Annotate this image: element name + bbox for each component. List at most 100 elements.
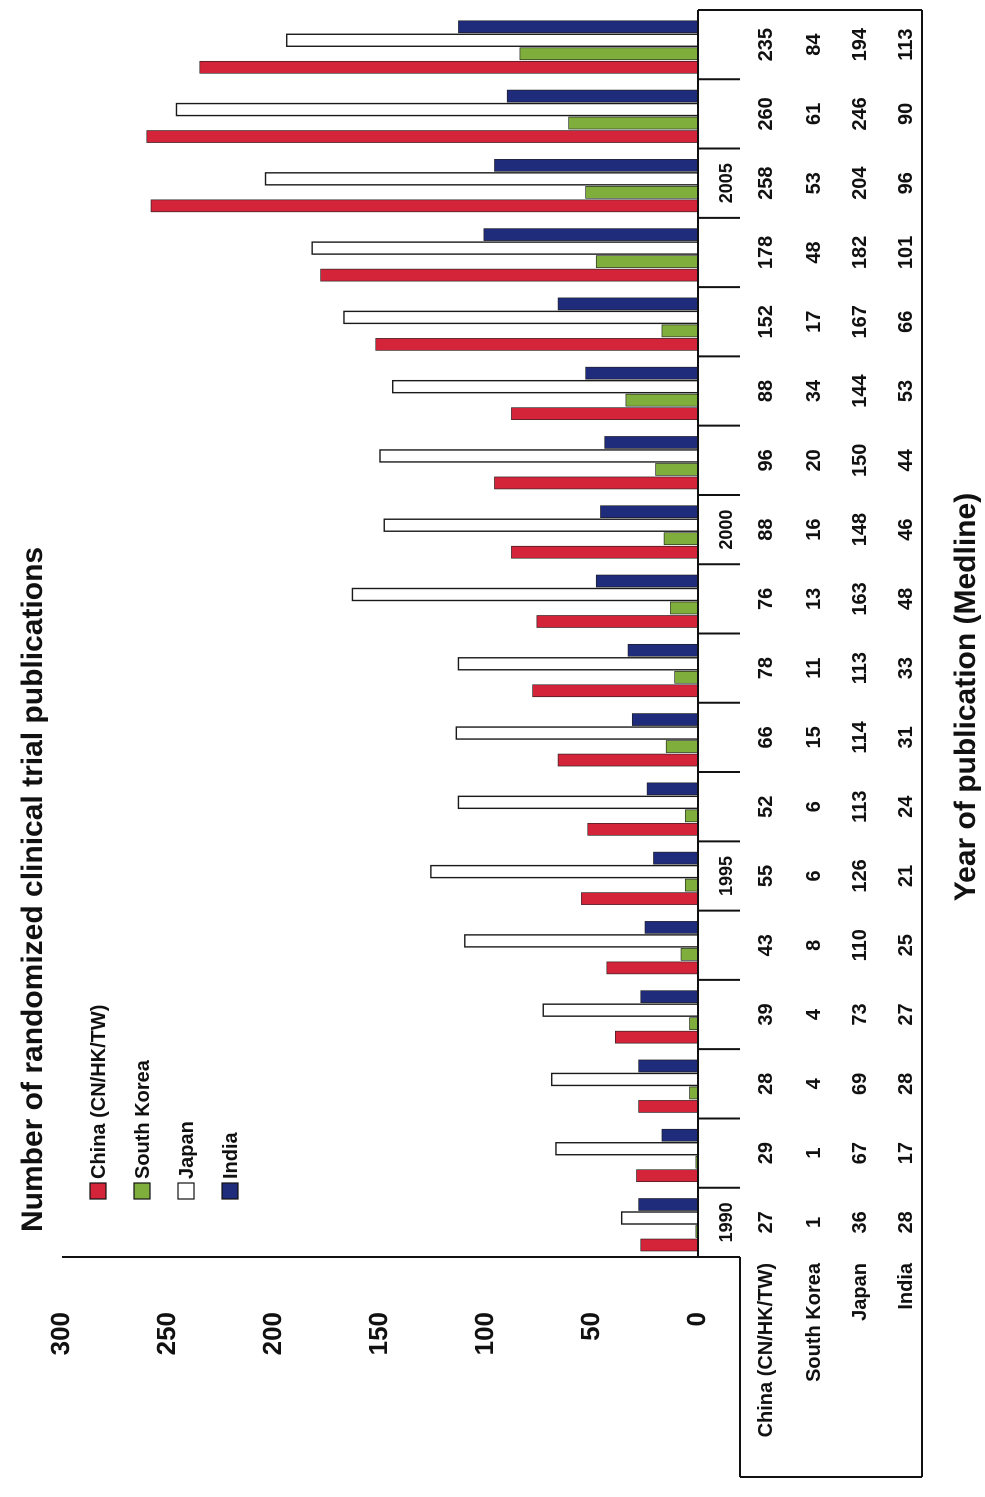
table-cell: 1 xyxy=(803,1217,825,1228)
bar-china-cn-hk-tw--1999 xyxy=(536,615,699,628)
table-cell: 11 xyxy=(803,658,825,679)
y-tick-label: 300 xyxy=(45,1312,75,1355)
bar-india-1995 xyxy=(653,851,699,865)
bar-india-1996 xyxy=(646,782,699,796)
legend-label: China (CN/HK/TW) xyxy=(88,1005,110,1179)
table-cell: 24 xyxy=(895,795,917,818)
bar-south-korea-1997 xyxy=(665,740,699,753)
table-cell: 152 xyxy=(755,305,777,338)
table-cell: 53 xyxy=(803,172,825,194)
table-cell: 34 xyxy=(803,379,825,402)
table-cell: 6 xyxy=(803,870,825,881)
year-label: 1995 xyxy=(716,856,736,896)
bar-japan-2005 xyxy=(264,172,699,186)
bar-japan-2004 xyxy=(311,241,699,255)
table-cell: 25 xyxy=(895,934,917,956)
table-cell: 6 xyxy=(803,801,825,812)
bar-japan-1995 xyxy=(430,864,699,879)
table-cell: 66 xyxy=(755,726,777,748)
legend-label: India xyxy=(220,1131,242,1179)
bar-japan-1996 xyxy=(457,795,699,810)
table-cell: 4 xyxy=(803,1008,825,1020)
y-tick-label: 100 xyxy=(469,1312,499,1355)
table-row-label: South Korea xyxy=(803,1262,825,1382)
bar-japan-1990 xyxy=(620,1211,699,1225)
legend-swatch xyxy=(177,1182,195,1200)
bar-china-cn-hk-tw--1993 xyxy=(615,1030,699,1044)
bar-south-korea-2002 xyxy=(625,393,699,407)
table-cell: 144 xyxy=(849,373,871,407)
bar-japan-1997 xyxy=(455,726,699,740)
table-cell: 43 xyxy=(755,934,777,956)
bar-japan-2000 xyxy=(383,518,699,532)
bar-south-korea-2000 xyxy=(663,532,699,546)
bar-india-1994 xyxy=(644,921,699,934)
bar-china-cn-hk-tw--1995 xyxy=(581,892,699,905)
y-tick-label: 150 xyxy=(363,1312,393,1355)
table-cell: 39 xyxy=(755,1003,777,1025)
table-cell: 48 xyxy=(895,588,917,610)
table-cell: 258 xyxy=(755,167,777,200)
bar-south-korea-1999 xyxy=(670,601,699,615)
bar-south-korea-1996 xyxy=(684,809,699,823)
bar-india-2005 xyxy=(494,159,699,172)
table-cell: 78 xyxy=(755,657,777,679)
bar-india-1999 xyxy=(595,574,699,588)
table-cell: 1 xyxy=(803,1148,825,1159)
x-axis-title: Year of publication (Medline) xyxy=(949,493,982,901)
bar-india-2006 xyxy=(506,89,699,103)
bar-south-korea-1995 xyxy=(684,878,699,892)
y-tick-label: 50 xyxy=(575,1312,605,1341)
bar-china-cn-hk-tw--1991 xyxy=(636,1169,699,1183)
bar-china-cn-hk-tw--2001 xyxy=(494,476,699,490)
table-cell: 27 xyxy=(895,1003,917,1025)
bar-japan-2007 xyxy=(286,33,699,47)
bar-japan-1991 xyxy=(555,1142,699,1156)
table-cell: 113 xyxy=(849,652,871,684)
table-cell: 113 xyxy=(895,29,917,61)
table-cell: 8 xyxy=(803,940,825,951)
bar-china-cn-hk-tw--1997 xyxy=(557,753,699,767)
bar-japan-2006 xyxy=(175,102,699,117)
table-cell: 55 xyxy=(755,865,777,887)
bar-south-korea-2006 xyxy=(568,116,699,130)
table-cell: 88 xyxy=(755,518,777,540)
table-cell: 61 xyxy=(803,103,825,125)
bar-japan-2001 xyxy=(379,449,699,463)
data-table: 1990 1995 2000 2005 China (CN/HK/TW) 27 29 28 39… xyxy=(697,9,923,1478)
bar-india-1998 xyxy=(627,643,699,657)
table-cell: 204 xyxy=(849,166,871,200)
table-cell: 29 xyxy=(755,1142,777,1164)
bar-china-cn-hk-tw--2004 xyxy=(320,268,699,282)
table-cell: 4 xyxy=(803,1077,825,1089)
table-cell: 53 xyxy=(895,380,917,402)
table-cell: 69 xyxy=(849,1073,871,1095)
bar-china-cn-hk-tw--1996 xyxy=(587,823,699,836)
chart-title: Number of randomized clinical trial publ… xyxy=(16,547,49,1232)
year-label: 2000 xyxy=(716,510,736,550)
year-label: 2005 xyxy=(716,163,736,203)
table-cell: 84 xyxy=(803,33,825,56)
table-cell: 44 xyxy=(895,448,917,471)
table-cell: 73 xyxy=(849,1003,871,1025)
bar-south-korea-2003 xyxy=(661,324,699,338)
bar-south-korea-1998 xyxy=(674,670,699,684)
table-cell: 126 xyxy=(849,859,871,892)
bar-india-2007 xyxy=(458,20,699,34)
chart-rotated-group: 0 50 100 150 200 250 300 1990 1995 2000 2005 China… xyxy=(16,9,982,1478)
bar-china-cn-hk-tw--1990 xyxy=(640,1238,699,1252)
bar-india-1991 xyxy=(661,1128,699,1142)
bar-india-1997 xyxy=(631,713,699,726)
table-cell: 33 xyxy=(895,657,917,679)
legend-swatch xyxy=(133,1182,151,1200)
bar-japan-2002 xyxy=(392,379,699,394)
bar-south-korea-2005 xyxy=(585,186,699,199)
bar-south-korea-1992 xyxy=(689,1086,699,1100)
legend-swatch xyxy=(89,1182,107,1200)
table-cell: 88 xyxy=(755,380,777,402)
bar-india-2001 xyxy=(604,436,699,449)
table-cell: 17 xyxy=(803,311,825,333)
table-cell: 150 xyxy=(849,444,871,477)
bar-china-cn-hk-tw--2000 xyxy=(511,545,699,559)
